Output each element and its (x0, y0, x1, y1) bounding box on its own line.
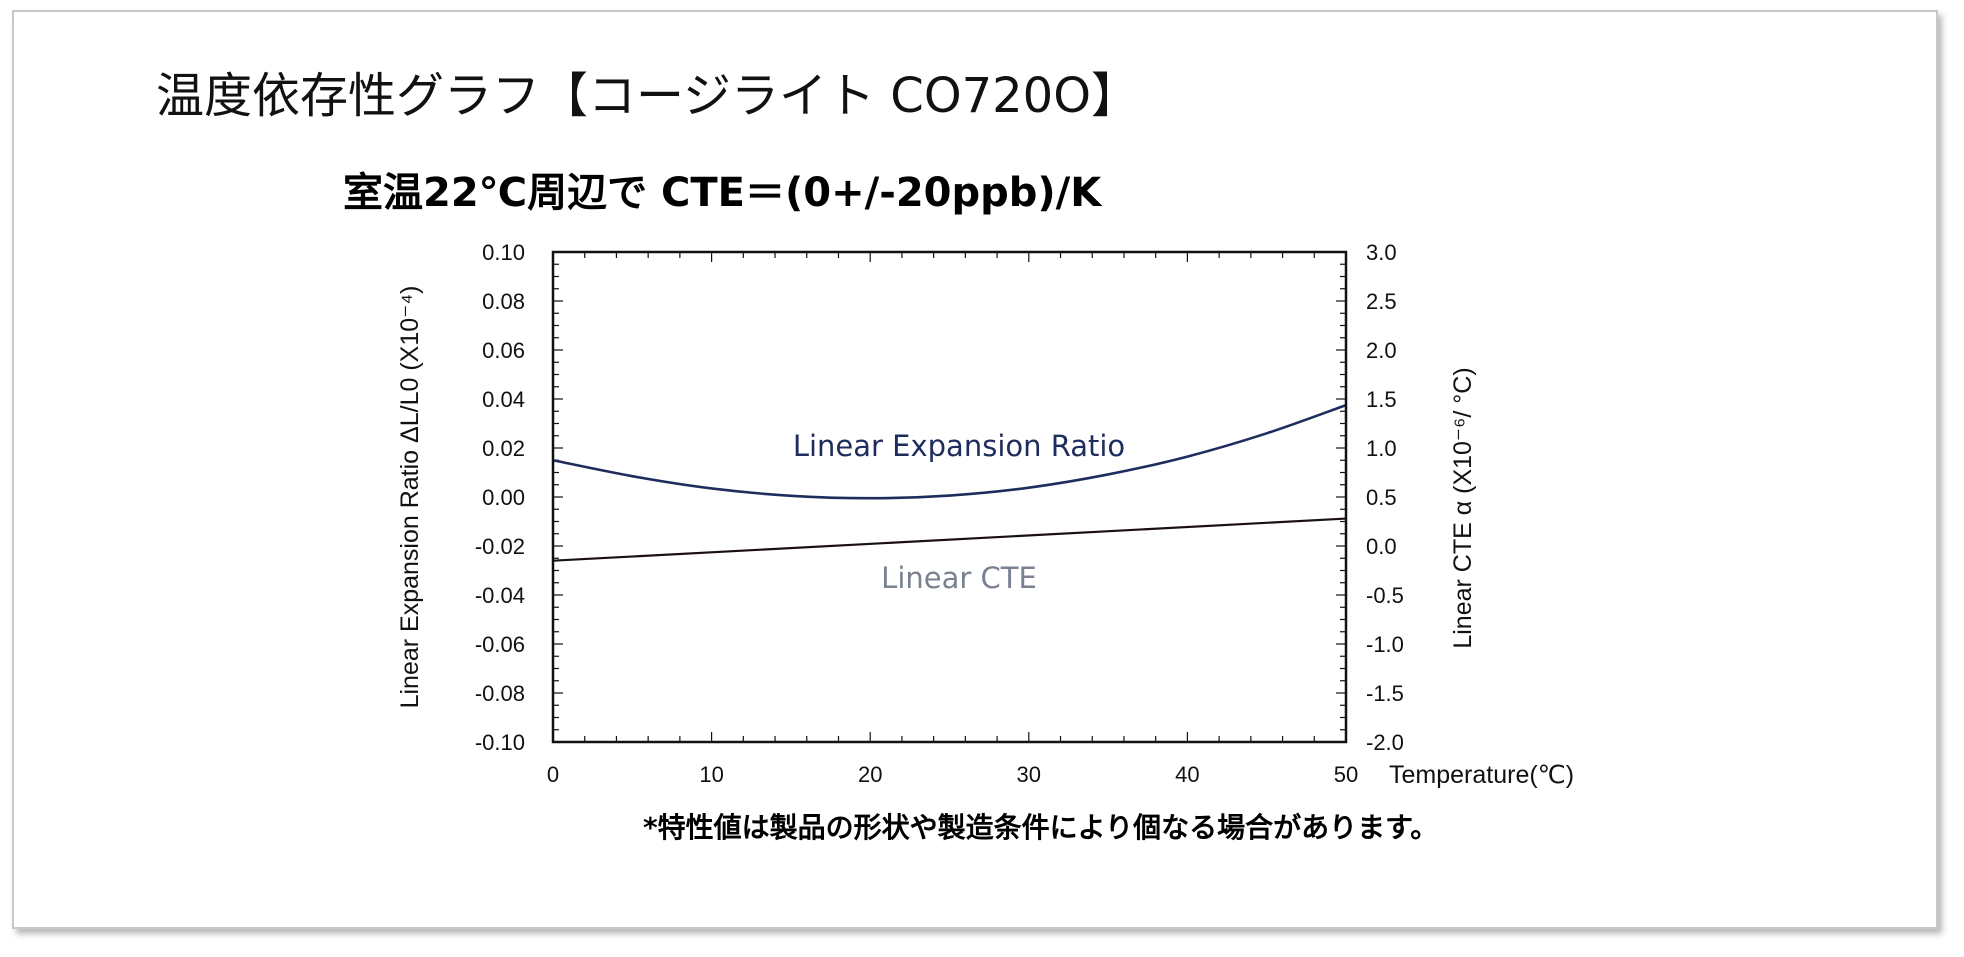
y-right-tick-label: -1.0 (1366, 632, 1404, 657)
y-right-tick-label: 0.0 (1366, 534, 1397, 559)
y-right-tick-label: -1.5 (1366, 681, 1404, 706)
series-lines (552, 403, 1347, 562)
series-line-expansion (552, 403, 1347, 500)
y-left-tick-label: -0.04 (475, 583, 525, 608)
y-left-tick-label: 0.02 (482, 436, 525, 461)
y-right-tick-label: 1.5 (1366, 387, 1397, 412)
series-line-cte (552, 517, 1347, 562)
x-axis-title: Temperature(℃) (1389, 761, 1574, 789)
y-right-tick-label: -0.5 (1366, 583, 1404, 608)
x-tick-label: 50 (1334, 762, 1358, 787)
y-left-tick-label: -0.08 (475, 681, 525, 706)
x-tick-label: 40 (1175, 762, 1199, 787)
y-right-tick-label: 3.0 (1366, 240, 1397, 265)
x-tick-label: 20 (858, 762, 882, 787)
axis-ticks (552, 251, 1347, 743)
y-left-tick-label: -0.10 (475, 730, 525, 755)
y-left-tick-label: -0.06 (475, 632, 525, 657)
x-tick-label: 30 (1017, 762, 1041, 787)
series-label-expansion: Linear Expansion Ratio (793, 429, 1125, 463)
plot-frame (551, 250, 1348, 744)
tick-labels: 0 10 20 30 40 50 0.10 0.08 0.06 0.04 0.02 0.00 -0.02… (475, 240, 1404, 787)
page-title: 温度依存性グラフ【コージライト CO720O】 (156, 68, 1139, 124)
chart-card (12, 10, 1938, 929)
y-right-tick-label: 2.5 (1366, 289, 1397, 314)
y-left-tick-label: 0.08 (482, 289, 525, 314)
x-tick-label: 0 (547, 762, 559, 787)
y-left-tick-label: 0.06 (482, 338, 525, 363)
series-label-cte: Linear CTE (881, 561, 1037, 595)
y-right-tick-label: 0.5 (1366, 485, 1397, 510)
y-axis-title-left: Linear Expansion Ratio ΔL/L0 (X10⁻⁴) (396, 286, 424, 709)
y-left-tick-label: 0.10 (482, 240, 525, 265)
y-right-tick-label: -2.0 (1366, 730, 1404, 755)
y-right-tick-label: 2.0 (1366, 338, 1397, 363)
y-axis-title-right: Linear CTE α (X10⁻⁶/ °C) (1449, 367, 1477, 648)
chart-subtitle: 室温22℃周辺で CTE＝(0+/-20ppb)/K (343, 170, 1102, 216)
disclaimer-note: *特性値は製品の形状や製造条件により個なる場合があります。 (643, 811, 1439, 844)
x-tick-label: 10 (699, 762, 723, 787)
y-left-tick-label: 0.04 (482, 387, 525, 412)
y-left-tick-label: -0.02 (475, 534, 525, 559)
y-left-tick-label: 0.00 (482, 485, 525, 510)
y-right-tick-label: 1.0 (1366, 436, 1397, 461)
